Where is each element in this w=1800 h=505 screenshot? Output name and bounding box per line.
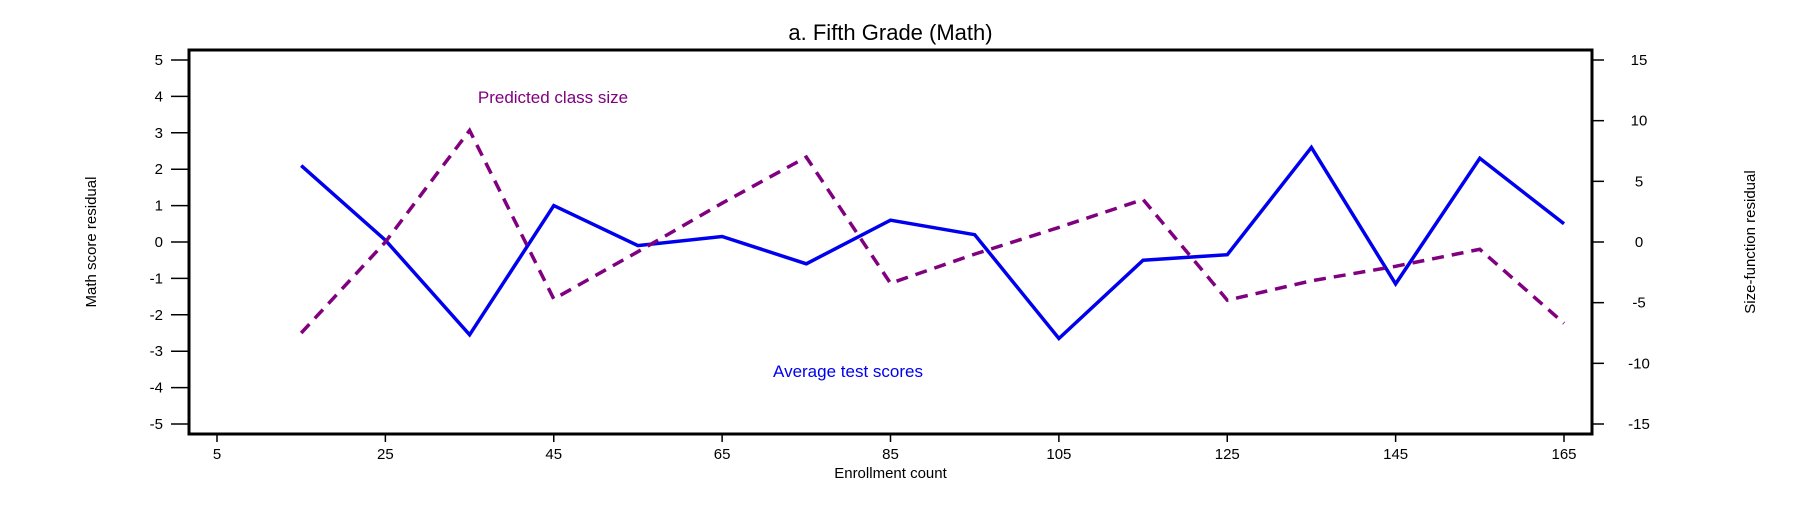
y-tick-label: -5 xyxy=(150,416,163,433)
x-tick-label: 85 xyxy=(882,446,899,463)
y-tick-label: -3 xyxy=(150,343,163,360)
y-tick-label: 2 xyxy=(155,161,163,178)
x-tick-label: 5 xyxy=(213,446,221,463)
x-tick-label: 125 xyxy=(1215,446,1240,463)
y-tick-label: 1 xyxy=(155,198,163,215)
y-tick-label: 5 xyxy=(155,52,163,69)
y-axis-label: Math score residual xyxy=(83,177,100,308)
y2-tick-label: -15 xyxy=(1628,416,1650,433)
y-tick-label: 4 xyxy=(155,88,163,105)
x-tick-label: 45 xyxy=(545,446,562,463)
x-tick-label: 165 xyxy=(1551,446,1576,463)
chart-title: a. Fifth Grade (Math) xyxy=(788,20,992,45)
y2-tick-label: 10 xyxy=(1631,113,1648,130)
y2-tick-label: -10 xyxy=(1628,355,1650,372)
y-tick-label: -4 xyxy=(150,380,163,397)
x-tick-label: 105 xyxy=(1046,446,1071,463)
x-tick-label: 145 xyxy=(1383,446,1408,463)
x-axis-label: Enrollment count xyxy=(834,465,947,482)
y2-tick-label: -5 xyxy=(1632,295,1645,312)
series-line-average-test-scores xyxy=(300,144,1566,342)
y2-tick-label: 0 xyxy=(1635,234,1643,251)
series-line-predicted-class-size xyxy=(299,127,1566,335)
x-tick-label: 25 xyxy=(377,446,394,463)
annotation-predicted-class-size: Predicted class size xyxy=(478,88,628,107)
annotation-average-test-scores: Average test scores xyxy=(773,362,923,381)
y-tick-label: -1 xyxy=(150,270,163,287)
y2-tick-label: 5 xyxy=(1635,173,1643,190)
y-tick-label: 3 xyxy=(155,125,163,142)
y-tick-label: -2 xyxy=(150,307,163,324)
y-tick-label: 0 xyxy=(155,234,163,251)
y2-tick-label: 15 xyxy=(1631,52,1648,69)
x-tick-label: 65 xyxy=(714,446,731,463)
y2-axis-label: Size-function residual xyxy=(1742,170,1759,313)
